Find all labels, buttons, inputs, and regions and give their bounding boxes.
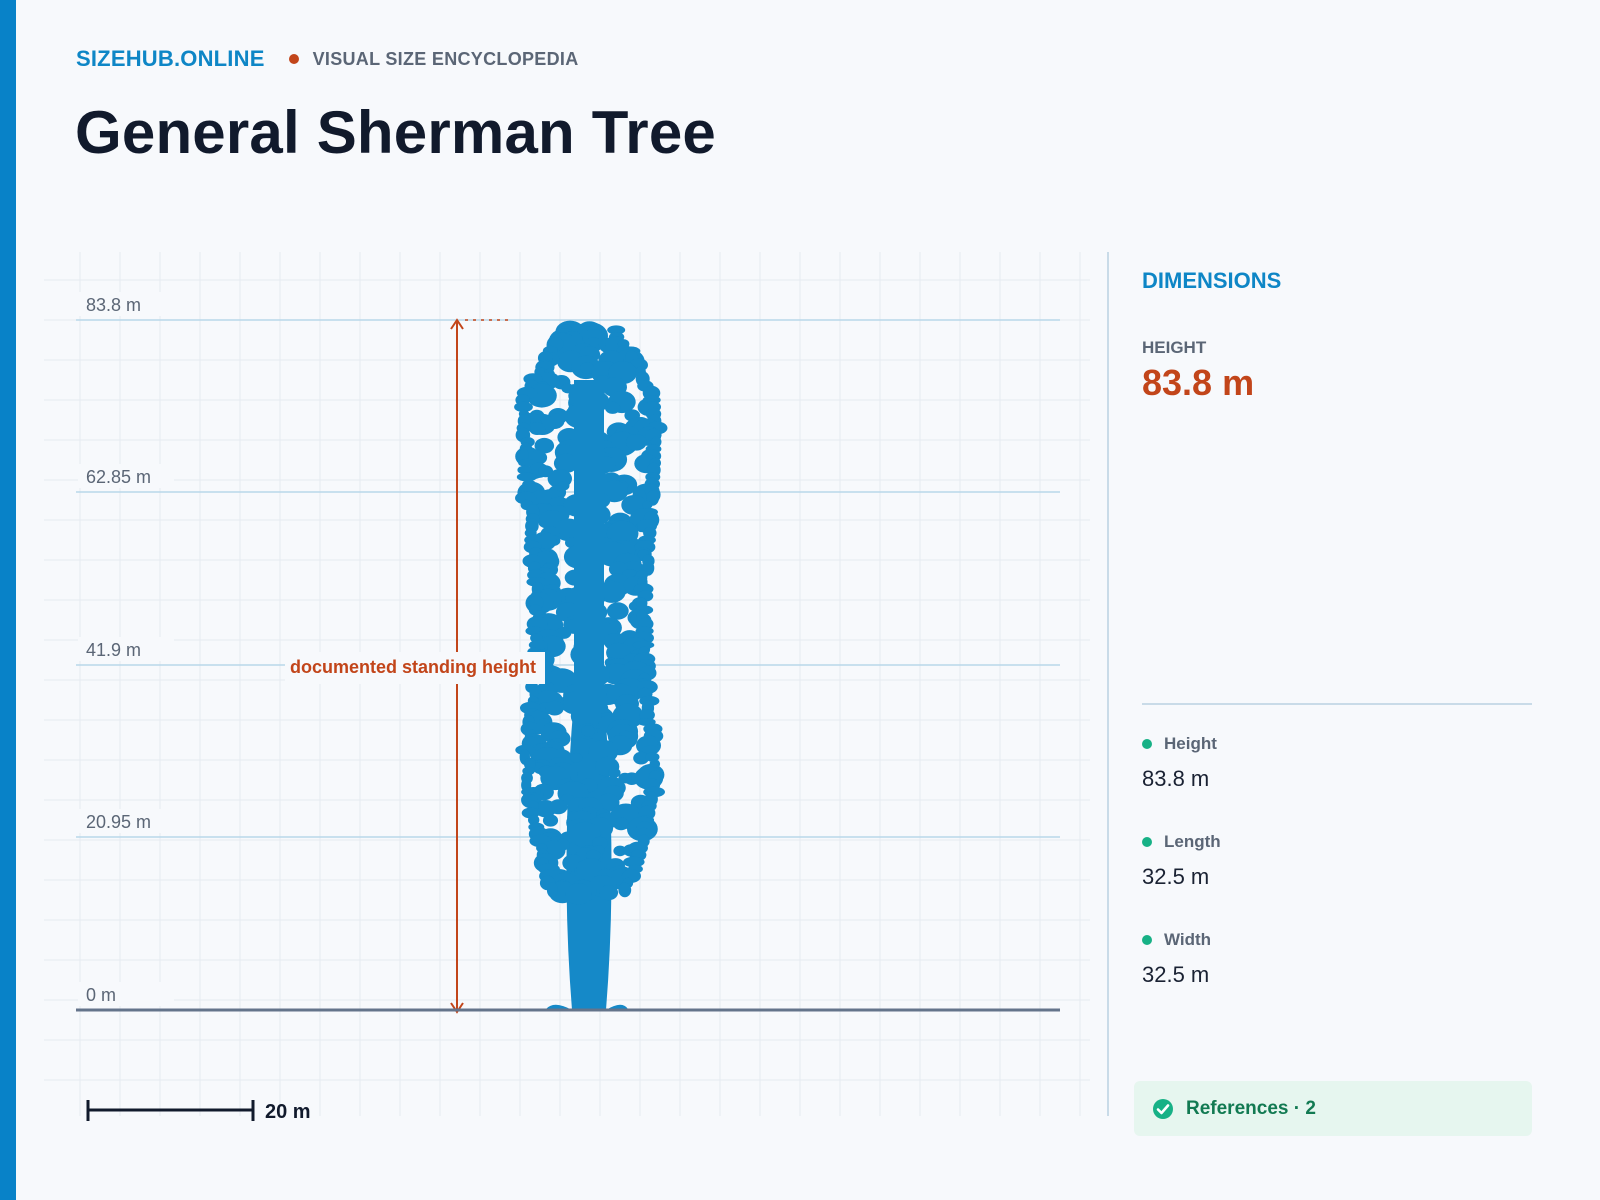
height-arrow-bottom xyxy=(450,1002,464,1014)
brand-tagline: VISUAL SIZE ENCYCLOPEDIA xyxy=(312,48,579,69)
metric-height: Height 83.8 m xyxy=(1142,734,1522,792)
canopy-clump xyxy=(618,882,632,898)
size-figure: 83.8 m 62.85 m 41.9 m 20.95 m 0 m documented… xyxy=(44,252,1090,1123)
canopy-clump xyxy=(613,845,627,857)
status-dot xyxy=(1142,837,1152,847)
canopy-clump xyxy=(515,491,537,505)
canopy-clump xyxy=(545,700,564,716)
annotation-label-bg xyxy=(285,652,545,684)
canopy-clump xyxy=(598,580,626,603)
height-axis-labels: 83.8 m 62.85 m 41.9 m 20.95 m 0 m xyxy=(78,292,174,1006)
metric-label: Length xyxy=(1164,832,1221,851)
axis-label-bg xyxy=(78,637,174,661)
canopy-clump xyxy=(534,437,555,454)
metric-value: 32.5 m xyxy=(1142,864,1210,889)
canopy-clump xyxy=(517,465,532,475)
axis-label-bg xyxy=(78,809,174,833)
panel-hdivider xyxy=(1142,703,1532,705)
metric-width: Width 32.5 m xyxy=(1142,930,1522,988)
canopy-clump xyxy=(579,362,595,375)
height-axis-label: 20.95 m xyxy=(86,812,151,832)
canopy-clump xyxy=(516,472,538,482)
brand-name[interactable]: SIZEHUB.ONLINE xyxy=(76,46,265,71)
primary-height-label: HEIGHT xyxy=(1142,338,1207,357)
height-annotation: documented standing height xyxy=(285,318,545,1014)
panel-divider xyxy=(1107,252,1109,1116)
canopy-clump xyxy=(604,401,621,414)
height-axis-label: 62.85 m xyxy=(86,467,151,487)
canopy-clump xyxy=(632,640,655,650)
axis-label-bg xyxy=(78,464,174,488)
canopy-clump xyxy=(642,500,653,510)
tree-silhouette xyxy=(514,320,668,1010)
axis-label-bg xyxy=(78,982,174,1006)
annotation-label: documented standing height xyxy=(290,657,536,677)
metric-value: 32.5 m xyxy=(1142,962,1210,987)
canopy-clump xyxy=(599,885,619,901)
canopy-clump xyxy=(613,817,629,831)
status-dot xyxy=(1142,739,1152,749)
scale-bar: 20 m xyxy=(86,1100,311,1123)
inner-trunk xyxy=(574,380,604,710)
references-label: References · 2 xyxy=(1186,1097,1316,1119)
canopy-clump xyxy=(529,422,546,435)
canopy-clump xyxy=(639,709,655,721)
canopy-clump xyxy=(625,434,647,451)
metric-length: Length 32.5 m xyxy=(1142,832,1522,890)
page-title: General Sherman Tree xyxy=(75,99,716,166)
scale-bar-label: 20 m xyxy=(265,1101,311,1123)
canopy-clump xyxy=(565,883,592,905)
dimensions-title: DIMENSIONS xyxy=(1142,268,1282,293)
height-axis-label: 83.8 m xyxy=(86,295,141,315)
metric-label: Width xyxy=(1164,930,1212,949)
references-button[interactable]: References · 2 xyxy=(1134,1081,1532,1136)
canopy-clump xyxy=(542,814,559,827)
primary-height-value: 83.8 m xyxy=(1142,362,1255,403)
canopy-clump xyxy=(641,745,659,755)
canopy-clump xyxy=(597,793,620,812)
canopy-clump xyxy=(633,751,649,765)
canopy-clump xyxy=(618,772,632,784)
height-axis-label: 41.9 m xyxy=(86,640,141,660)
brand-header: SIZEHUB.ONLINE VISUAL SIZE ENCYCLOPEDIA xyxy=(76,46,579,72)
canopy-clump xyxy=(607,325,626,335)
canopy-clump xyxy=(606,602,629,620)
tree-canopy xyxy=(514,320,668,905)
canopy-clump xyxy=(581,725,596,737)
status-dot xyxy=(1142,935,1152,945)
canopy-clump xyxy=(514,401,533,413)
check-circle-icon xyxy=(1153,1098,1173,1119)
canopy-clump xyxy=(534,800,557,818)
canopy-clump xyxy=(546,882,558,898)
canopy-clump xyxy=(608,767,621,778)
axis-label-bg xyxy=(78,292,174,316)
height-arrow-top xyxy=(450,318,464,330)
canopy-clump xyxy=(553,453,579,473)
metric-value: 83.8 m xyxy=(1142,766,1210,791)
canopy-clump xyxy=(539,360,553,370)
height-axis-label: 0 m xyxy=(86,985,116,1005)
brand-separator-dot xyxy=(288,54,299,64)
canopy-clump xyxy=(570,703,602,729)
accent-bar xyxy=(0,0,16,1200)
canopy-clump xyxy=(606,520,639,547)
canopy-clump xyxy=(570,752,583,763)
size-figure-svg: 83.8 m 62.85 m 41.9 m 20.95 m 0 m documented… xyxy=(44,252,1090,1123)
canopy-clump xyxy=(623,856,645,868)
metric-label: Height xyxy=(1164,734,1217,753)
